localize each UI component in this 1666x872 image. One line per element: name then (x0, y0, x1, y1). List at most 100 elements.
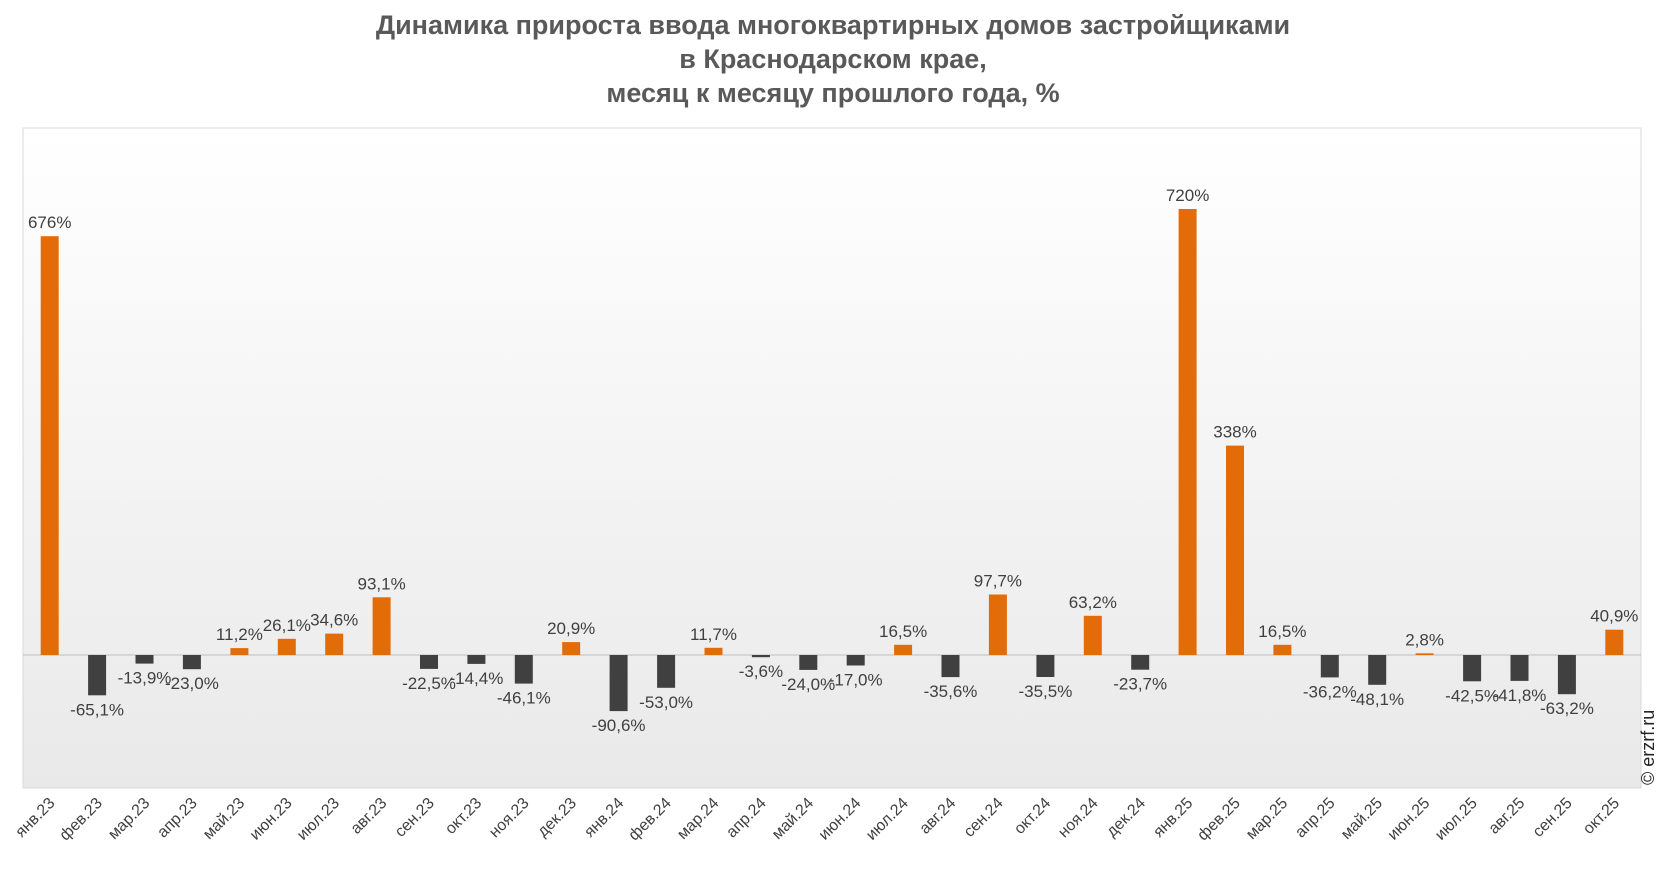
bar-июн.25 (1415, 653, 1434, 655)
data-label-окт.23: -14,4% (449, 669, 503, 688)
data-label-июл.24: 16,5% (879, 622, 927, 641)
data-label-сен.23: -22,5% (402, 674, 456, 693)
data-label-фев.24: -53,0% (639, 693, 693, 712)
bar-апр.23 (182, 655, 201, 670)
bar-окт.24 (1036, 655, 1055, 677)
x-tick-май.24: май.24 (769, 795, 817, 843)
bar-апр.25 (1320, 655, 1339, 678)
x-tick-июн.23: июн.23 (247, 795, 296, 844)
data-label-июл.25: -42,5% (1445, 686, 1499, 705)
x-tick-фев.25: фев.25 (1194, 795, 1243, 844)
data-label-окт.25: 40,9% (1590, 607, 1638, 626)
x-tick-мар.25: мар.25 (1243, 795, 1291, 843)
data-label-янв.24: -90,6% (592, 716, 646, 735)
bar-окт.25 (1605, 629, 1624, 655)
data-label-сен.24: 97,7% (974, 572, 1022, 591)
bar-янв.23 (40, 236, 59, 655)
bar-ноя.24 (1083, 615, 1102, 655)
x-tick-май.23: май.23 (200, 795, 248, 843)
value-labels-group: 676% -65,1% -13,9%-23,0% 11,2% 26,1% 34,6% 93,… (28, 186, 1638, 735)
bar-июл.25 (1463, 655, 1482, 682)
chart-title: Динамика прироста ввода многоквартирных … (0, 8, 1666, 110)
x-tick-ноя.23: ноя.23 (486, 795, 532, 841)
x-tick-окт.25: окт.25 (1580, 795, 1623, 838)
data-label-май.24: -24,0% (781, 675, 835, 694)
bar-сен.25 (1557, 655, 1576, 695)
data-label-мар.23: -13,9% (118, 669, 172, 688)
bar-май.23 (230, 648, 249, 655)
bar-авг.23 (372, 597, 391, 655)
data-label-июн.24: -17,0% (829, 671, 883, 690)
data-label-апр.23: -23,0% (165, 674, 219, 693)
data-label-авг.25: -41,8% (1493, 686, 1547, 705)
bar-фев.24 (657, 655, 676, 688)
x-tick-апр.25: апр.25 (1292, 795, 1339, 842)
x-tick-авг.24: авг.24 (917, 795, 960, 838)
x-tick-мар.24: мар.24 (674, 795, 722, 843)
x-tick-апр.24: апр.24 (723, 795, 770, 842)
x-tick-янв.25: янв.25 (1150, 795, 1196, 841)
x-tick-май.25: май.25 (1338, 795, 1386, 843)
data-label-дек.23: 20,9% (547, 619, 595, 638)
bar-июл.23 (325, 633, 344, 655)
bar-июл.24 (894, 644, 913, 655)
data-label-янв.23: 676% (28, 213, 71, 232)
x-tick-июл.23: июл.23 (294, 795, 343, 844)
bar-мар.23 (135, 655, 154, 664)
x-tick-мар.23: мар.23 (105, 795, 153, 843)
x-tick-янв.23: янв.23 (12, 795, 58, 841)
watermark: © erzrf.ru (1638, 710, 1658, 785)
x-tick-июл.25: июл.25 (1432, 795, 1481, 844)
data-label-июн.25: 2,8% (1405, 630, 1444, 649)
bar-июн.24 (846, 655, 865, 666)
x-tick-окт.23: окт.23 (442, 795, 485, 838)
data-label-июн.23: 26,1% (263, 616, 311, 635)
chart-title-line-2: в Краснодарском крае, (679, 44, 987, 74)
chart-title-line-1: Динамика прироста ввода многоквартирных … (375, 10, 1291, 40)
data-label-фев.25: 338% (1213, 423, 1256, 442)
x-tick-янв.24: янв.24 (581, 795, 627, 841)
bar-сен.24 (988, 594, 1007, 655)
x-tick-июн.24: июн.24 (816, 795, 865, 844)
x-tick-апр.23: апр.23 (154, 795, 201, 842)
bar-май.24 (799, 655, 818, 670)
data-label-сен.25: -63,2% (1540, 699, 1594, 718)
x-tick-сен.24: сен.24 (961, 795, 1007, 841)
x-tick-сен.23: сен.23 (392, 795, 438, 841)
x-tick-окт.24: окт.24 (1011, 795, 1054, 838)
bar-май.25 (1368, 655, 1387, 685)
data-label-авг.23: 93,1% (357, 574, 405, 593)
bar-авг.24 (941, 655, 960, 678)
bar-янв.24 (609, 655, 628, 712)
bar-ноя.23 (514, 655, 533, 684)
x-tick-авг.23: авг.23 (348, 795, 391, 838)
bar-мар.25 (1273, 644, 1292, 655)
bar-мар.24 (704, 647, 723, 655)
bar-сен.23 (420, 655, 438, 669)
data-label-янв.25: 720% (1166, 186, 1209, 205)
data-label-май.23: 11,2% (216, 625, 263, 644)
bar-фев.25 (1226, 445, 1244, 655)
data-label-июл.23: 34,6% (310, 611, 358, 630)
data-label-ноя.23: -46,1% (497, 689, 551, 708)
bar-апр.24 (751, 655, 770, 658)
bars-group (40, 209, 1624, 712)
x-tick-ноя.24: ноя.24 (1055, 795, 1101, 841)
bar-окт.23 (467, 655, 486, 664)
bar-дек.23 (562, 642, 581, 655)
data-label-авг.24: -35,6% (924, 682, 978, 701)
x-tick-сен.25: сен.25 (1530, 795, 1576, 841)
data-label-дек.24: -23,7% (1113, 675, 1167, 694)
data-label-апр.24: -3,6% (739, 662, 783, 681)
bar-фев.23 (88, 655, 107, 696)
data-label-мар.24: 11,7% (690, 625, 737, 644)
chart-title-line-3: месяц к месяцу прошлого года, % (606, 78, 1060, 108)
data-label-май.25: -48,1% (1350, 690, 1404, 709)
data-label-ноя.24: 63,2% (1069, 593, 1117, 612)
data-label-окт.24: -35,5% (1018, 682, 1072, 701)
bar-июн.23 (277, 638, 296, 655)
bar-янв.25 (1178, 209, 1197, 655)
x-tick-авг.25: авг.25 (1486, 795, 1529, 838)
